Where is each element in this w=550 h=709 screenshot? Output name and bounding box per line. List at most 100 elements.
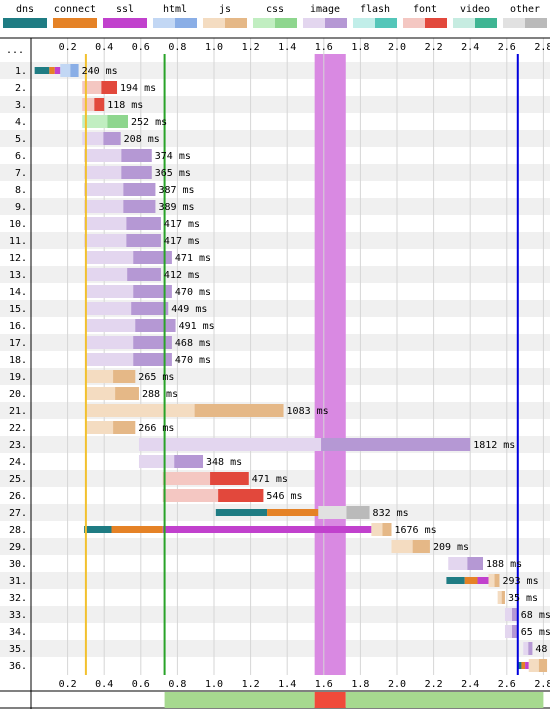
bar-wait xyxy=(82,81,102,94)
row-number: 2. xyxy=(15,83,27,94)
legend-css-label: css xyxy=(266,4,284,15)
duration-label: 387 ms xyxy=(158,185,194,196)
bar-wait xyxy=(85,421,114,434)
bar-wait xyxy=(528,659,539,672)
x-tick-label-top: 0.6 xyxy=(132,42,150,53)
bar-download xyxy=(174,455,204,468)
x-tick-label-bottom: 0.4 xyxy=(95,679,113,690)
bar-download xyxy=(194,404,284,417)
duration-label: 118 ms xyxy=(107,100,143,111)
bar-wait xyxy=(85,285,134,298)
x-tick-label-bottom: 2.8 xyxy=(534,679,550,690)
duration-label: 240 ms xyxy=(82,66,118,77)
bar-connect-phase xyxy=(49,67,55,74)
row-number: 12. xyxy=(9,253,27,264)
bar-download xyxy=(126,217,161,230)
legend-html-swatch-light xyxy=(153,18,175,28)
duration-label: 417 ms xyxy=(164,236,200,247)
duration-label: 266 ms xyxy=(138,423,174,434)
row-number: 10. xyxy=(9,219,27,230)
header-ellipsis: ... xyxy=(6,45,24,56)
bar-wait xyxy=(84,217,127,230)
row-number: 28. xyxy=(9,525,27,536)
row-stripe xyxy=(0,334,550,351)
duration-label: 265 ms xyxy=(138,372,174,383)
bar-wait xyxy=(523,642,529,655)
bar-download xyxy=(321,438,471,451)
bar-download xyxy=(133,336,172,349)
row-number: 36. xyxy=(9,661,27,672)
bar-download xyxy=(101,81,118,94)
duration-label: 471 ms xyxy=(175,253,211,264)
row-number: 7. xyxy=(15,168,27,179)
bar-wait xyxy=(60,64,71,77)
legend-font-swatch-light xyxy=(403,18,425,28)
x-tick-label-top: 1.4 xyxy=(278,42,296,53)
x-tick-label-top: 1.2 xyxy=(242,42,260,53)
x-tick-label-bottom: 1.0 xyxy=(205,679,223,690)
bar-wait xyxy=(497,591,502,604)
bar-download xyxy=(528,642,533,655)
x-tick-label-bottom: 0.8 xyxy=(168,679,186,690)
legend-ssl-label: ssl xyxy=(116,4,134,15)
bar-wait xyxy=(84,200,124,213)
legend-image-label: image xyxy=(310,4,340,15)
row-stripe xyxy=(0,606,550,623)
x-tick-label-top: 1.0 xyxy=(205,42,223,53)
bar-wait xyxy=(85,251,134,264)
duration-label: 365 ms xyxy=(155,168,191,179)
x-tick-label-bottom: 2.6 xyxy=(498,679,516,690)
row-number: 20. xyxy=(9,389,27,400)
x-tick-label-bottom: 1.8 xyxy=(351,679,369,690)
bar-download xyxy=(218,489,264,502)
duration-label: 35 ms xyxy=(508,593,538,604)
x-tick-label-bottom: 2.0 xyxy=(388,679,406,690)
duration-label: 1676 ms xyxy=(395,525,437,536)
event-markers xyxy=(84,54,519,675)
row-stripe xyxy=(0,62,550,79)
legend-ssl-swatch-light xyxy=(103,18,125,28)
legend-js-swatch-dark xyxy=(225,18,247,28)
bar-wait xyxy=(84,234,127,247)
row-stripe xyxy=(0,572,550,589)
x-tick-label-top: 2.6 xyxy=(498,42,516,53)
legend-image-swatch-dark xyxy=(325,18,347,28)
bar-download xyxy=(127,268,161,281)
bar-download xyxy=(382,523,392,536)
row-number: 21. xyxy=(9,406,27,417)
bar-download xyxy=(133,353,172,366)
bar-download xyxy=(346,506,370,519)
bar-download xyxy=(538,659,548,672)
row-number: 11. xyxy=(9,236,27,247)
legend-video-label: video xyxy=(460,4,490,15)
legend-css-swatch-light xyxy=(253,18,275,28)
bar-wait xyxy=(504,608,513,621)
bar-download xyxy=(113,370,136,383)
legend-ssl-swatch-dark xyxy=(125,18,147,28)
bar-wait xyxy=(82,115,108,128)
legend-js-swatch-light xyxy=(203,18,225,28)
bar-download xyxy=(135,319,176,332)
x-tick-label-top: 2.4 xyxy=(461,42,479,53)
bar-download xyxy=(121,149,152,162)
legend: dns connect ssl html js css image flash font vide… xyxy=(3,4,547,28)
bar-download xyxy=(512,608,518,621)
x-tick-label-bottom: 2.2 xyxy=(425,679,443,690)
bar-wait xyxy=(318,506,347,519)
duration-label: 194 ms xyxy=(120,83,156,94)
row-number: 31. xyxy=(9,576,27,587)
bar-wait xyxy=(138,438,322,451)
bar-wait xyxy=(82,98,95,111)
duration-label: 252 ms xyxy=(131,117,167,128)
duration-label: 546 ms xyxy=(266,491,302,502)
row-number: 1. xyxy=(15,66,27,77)
bar-download xyxy=(467,557,484,570)
bar-connect-phase xyxy=(521,662,526,669)
duration-label: 65 ms xyxy=(521,627,550,638)
bar-download xyxy=(126,234,161,247)
bar-download xyxy=(103,132,121,145)
legend-dns-label: dns xyxy=(16,4,34,15)
strip-segment xyxy=(345,692,544,708)
row-number: 24. xyxy=(9,457,27,468)
row-number: 29. xyxy=(9,542,27,553)
